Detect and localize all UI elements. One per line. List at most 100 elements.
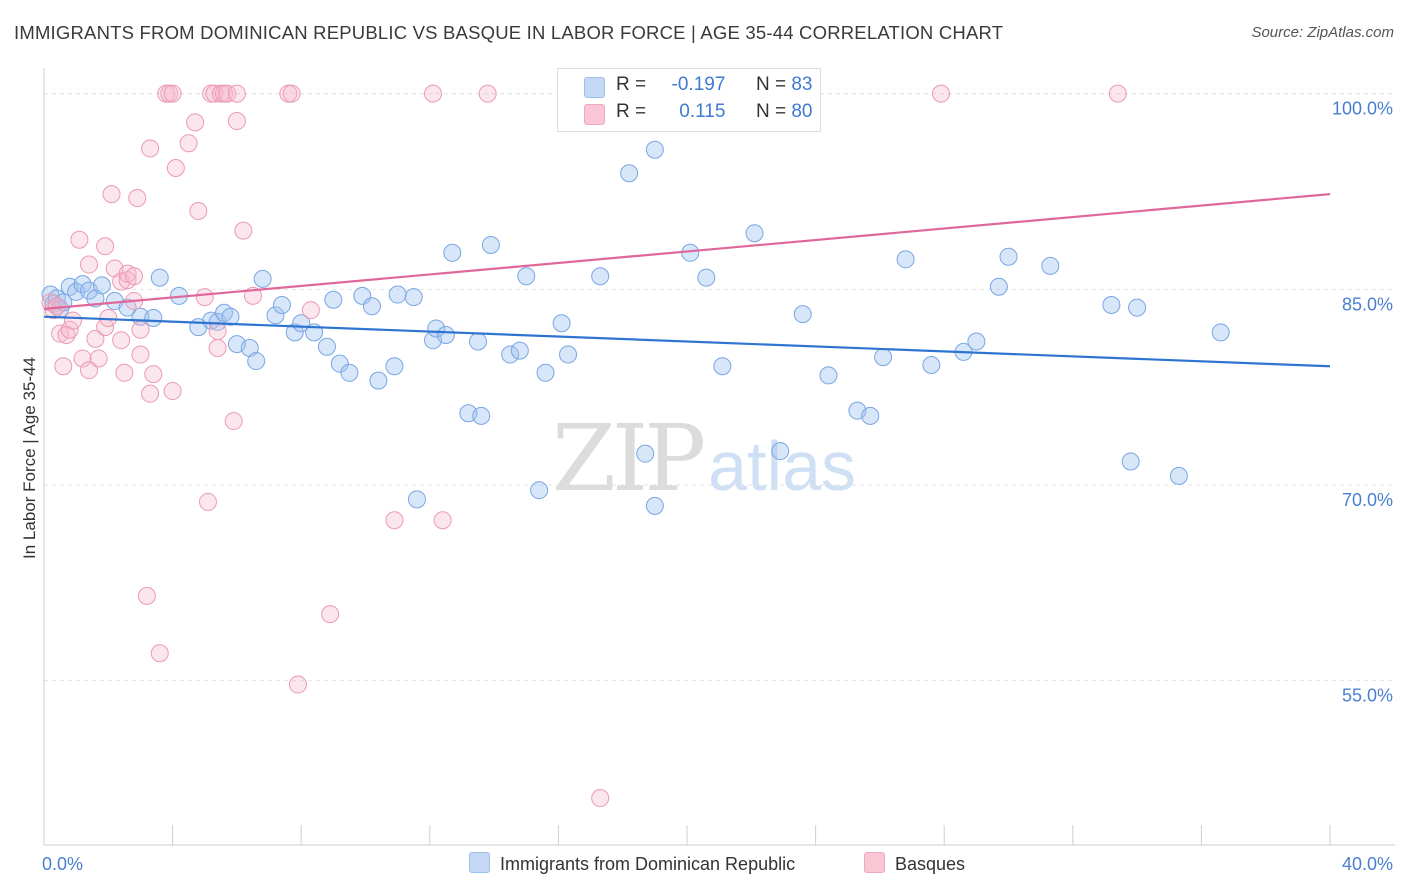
- dominican-point: [388, 285, 407, 304]
- dominican-point: [536, 363, 555, 382]
- series-basques-points: [41, 84, 1127, 808]
- basques-point: [73, 349, 92, 368]
- basques-point: [186, 113, 205, 132]
- basques-point: [131, 345, 150, 364]
- basques-point: [86, 329, 105, 348]
- dominican-point: [118, 298, 137, 317]
- dominican-point: [92, 276, 111, 295]
- basques-point: [63, 311, 82, 330]
- dominican-point: [144, 309, 163, 328]
- dominican-point: [369, 371, 388, 390]
- legend-n-value-dominican: 83: [791, 74, 813, 95]
- basques-point: [150, 644, 169, 663]
- watermark-zip: ZIP: [552, 405, 706, 512]
- legend-n-value-basques: 80: [791, 101, 813, 122]
- x-tick-label-min: 0.0%: [42, 854, 83, 874]
- dominican-point: [407, 490, 426, 509]
- dominican-point: [247, 352, 266, 371]
- dominican-point: [530, 481, 549, 500]
- basques-point: [282, 84, 301, 103]
- basques-point: [115, 363, 134, 382]
- dominican-point: [469, 332, 488, 351]
- dominican-point: [272, 295, 291, 314]
- basques-point: [234, 221, 253, 240]
- basques-point: [433, 511, 452, 530]
- basques-trend-line: [43, 192, 1331, 310]
- basques-point: [102, 185, 121, 204]
- bottom-legend-swatch-basques: [864, 852, 885, 873]
- dominican-point: [221, 307, 240, 326]
- trend-lines: [43, 192, 1331, 368]
- dominican-point: [552, 314, 571, 333]
- dominican-point: [591, 267, 610, 286]
- dominican-point: [443, 243, 462, 262]
- basques-point: [208, 322, 227, 341]
- basques-point: [141, 384, 160, 403]
- legend-r-label: R =: [616, 74, 647, 95]
- dominican-point: [362, 297, 381, 316]
- bottom-legend-dominican: Immigrants from Dominican Republic: [469, 852, 795, 875]
- basques-point: [1108, 84, 1127, 103]
- dominican-point: [317, 337, 336, 356]
- dominican-point: [967, 332, 986, 351]
- dominican-point: [1128, 298, 1147, 317]
- dominican-point: [330, 354, 349, 373]
- basques-point: [131, 320, 150, 339]
- dominican-point: [861, 406, 880, 425]
- legend-swatch-dominican: [584, 77, 605, 98]
- dominican-point: [819, 366, 838, 385]
- dominican-point: [73, 275, 92, 294]
- basques-point: [89, 349, 108, 368]
- x-tick-label-max: 40.0%: [1342, 854, 1393, 874]
- basques-point: [163, 382, 182, 401]
- bottom-legend-basques: Basques: [864, 852, 965, 875]
- dominican-point: [874, 348, 893, 367]
- basques-point: [931, 84, 950, 103]
- basques-point: [301, 301, 320, 320]
- legend-n-label: N =: [755, 101, 787, 122]
- watermark-atlas: atlas: [708, 427, 857, 505]
- dominican-point: [922, 355, 941, 374]
- dominican-point: [645, 140, 664, 159]
- dominican-point: [86, 289, 105, 308]
- dominican-point: [285, 323, 304, 342]
- basques-point: [128, 189, 147, 208]
- dominican-point: [340, 363, 359, 382]
- dominican-point: [385, 357, 404, 376]
- dominican-point: [253, 269, 272, 288]
- basques-point: [189, 202, 208, 221]
- dominican-point: [713, 357, 732, 376]
- basques-point: [227, 112, 246, 131]
- basques-point: [208, 339, 227, 358]
- basques-point: [321, 605, 340, 624]
- dominican-point: [404, 288, 423, 307]
- basques-point: [288, 675, 307, 694]
- basques-point: [112, 331, 131, 350]
- zipatlas-watermark: ZIPatlas: [552, 405, 856, 512]
- basques-point: [424, 84, 443, 103]
- grid-lines: [44, 93, 1395, 682]
- basques-point: [96, 237, 115, 256]
- basques-point: [141, 139, 160, 158]
- basques-point: [70, 230, 89, 249]
- dominican-point: [266, 306, 285, 325]
- dominican-point: [989, 277, 1008, 296]
- dominican-trend-line: [43, 315, 1331, 368]
- basques-point: [478, 84, 497, 103]
- basques-point: [218, 84, 237, 103]
- dominican-point: [324, 290, 343, 309]
- dominican-point: [472, 406, 491, 425]
- basques-point: [198, 492, 217, 511]
- dominican-point: [636, 444, 655, 463]
- chart-title: IMMIGRANTS FROM DOMINICAN REPUBLIC VS BA…: [14, 22, 1004, 43]
- dominican-point: [1041, 256, 1060, 275]
- bottom-legend-swatch-dominican: [469, 852, 490, 873]
- basques-point: [224, 412, 243, 431]
- basques-point: [137, 586, 156, 605]
- dominican-point: [501, 345, 520, 364]
- dominican-point: [1102, 295, 1121, 314]
- basques-point: [80, 361, 99, 380]
- basques-point: [163, 84, 182, 103]
- legend-n-label: N =: [755, 74, 787, 95]
